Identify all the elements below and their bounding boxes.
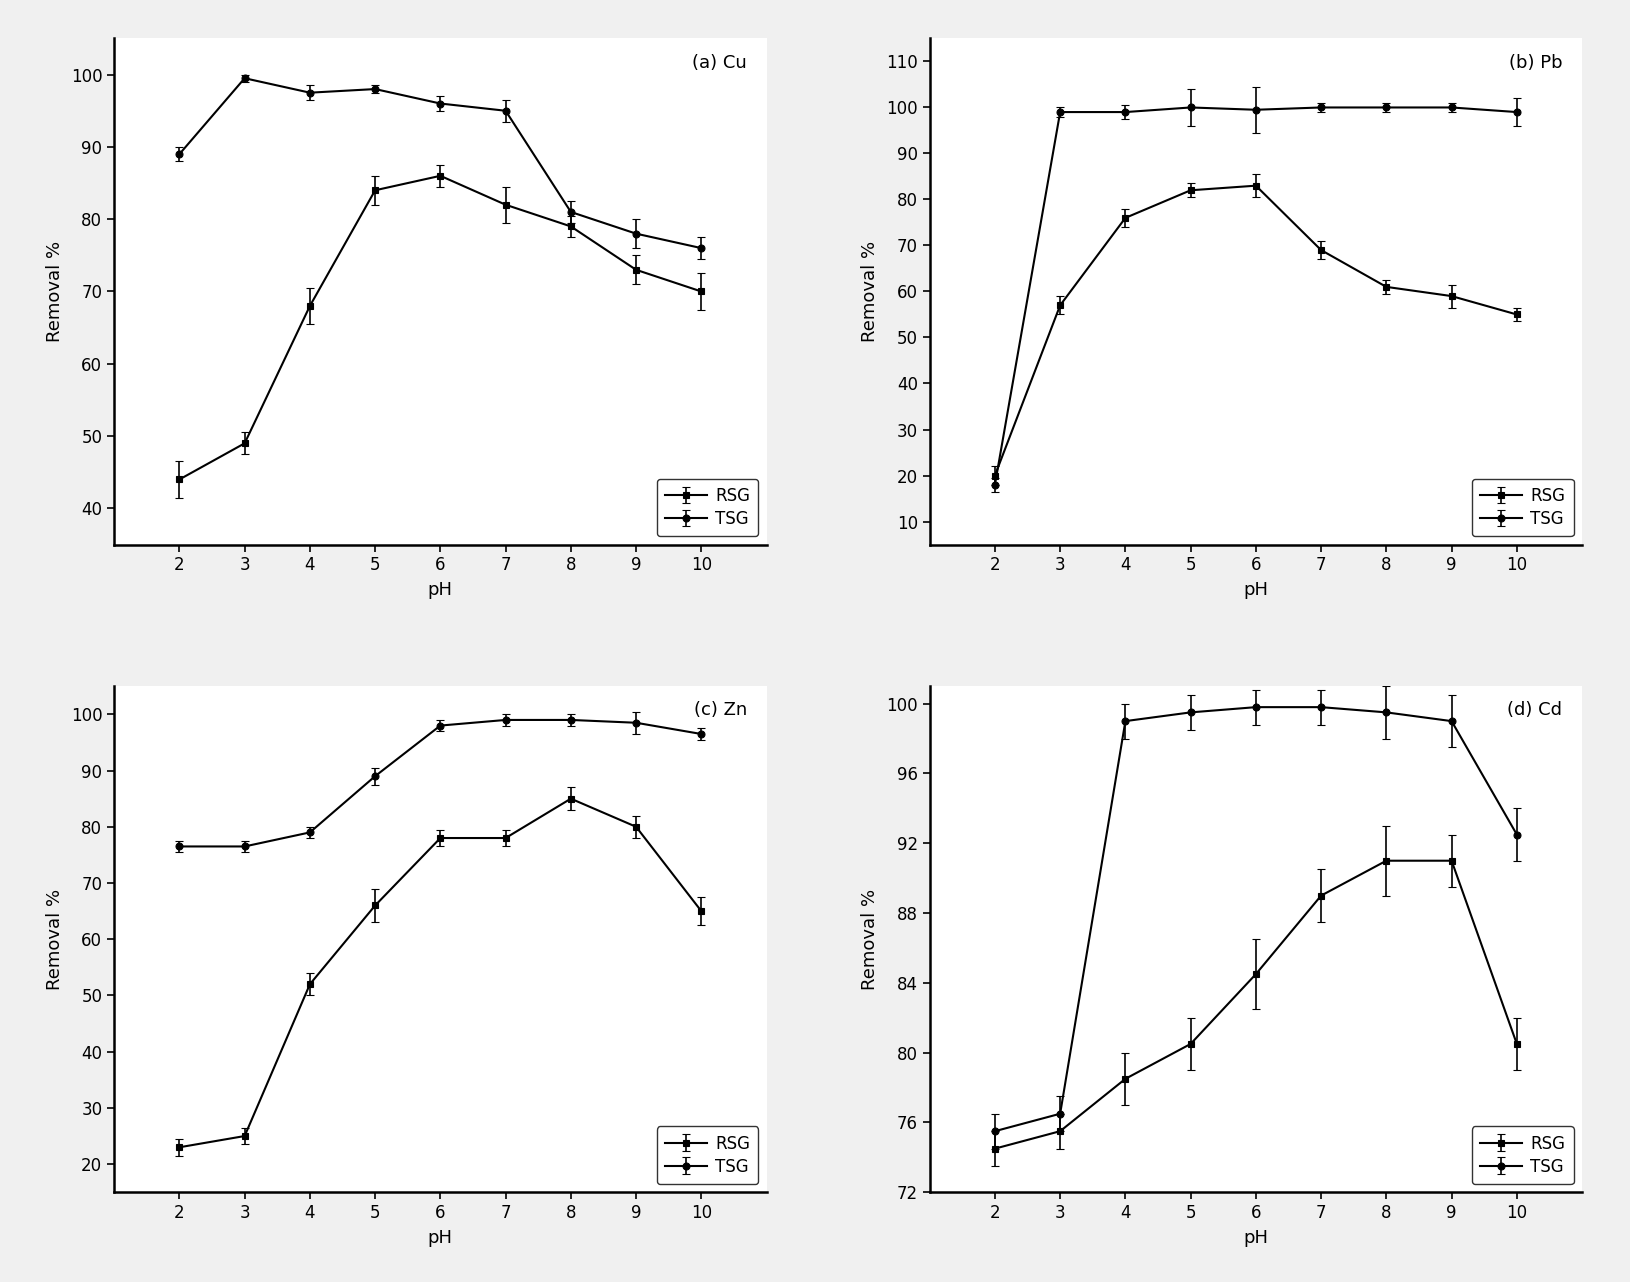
Legend: RSG, TSG: RSG, TSG — [1472, 478, 1573, 536]
Y-axis label: Removal %: Removal % — [46, 241, 64, 342]
Text: (d) Cd: (d) Cd — [1506, 701, 1562, 719]
Text: (c) Zn: (c) Zn — [693, 701, 747, 719]
Legend: RSG, TSG: RSG, TSG — [657, 1127, 758, 1183]
Y-axis label: Removal %: Removal % — [46, 888, 64, 990]
Y-axis label: Removal %: Removal % — [861, 888, 879, 990]
X-axis label: pH: pH — [1242, 1229, 1268, 1247]
Legend: RSG, TSG: RSG, TSG — [657, 478, 758, 536]
X-axis label: pH: pH — [1242, 581, 1268, 599]
Y-axis label: Removal %: Removal % — [861, 241, 879, 342]
X-axis label: pH: pH — [427, 1229, 453, 1247]
Legend: RSG, TSG: RSG, TSG — [1472, 1127, 1573, 1183]
Text: (a) Cu: (a) Cu — [691, 54, 747, 72]
Text: (b) Pb: (b) Pb — [1508, 54, 1562, 72]
X-axis label: pH: pH — [427, 581, 453, 599]
